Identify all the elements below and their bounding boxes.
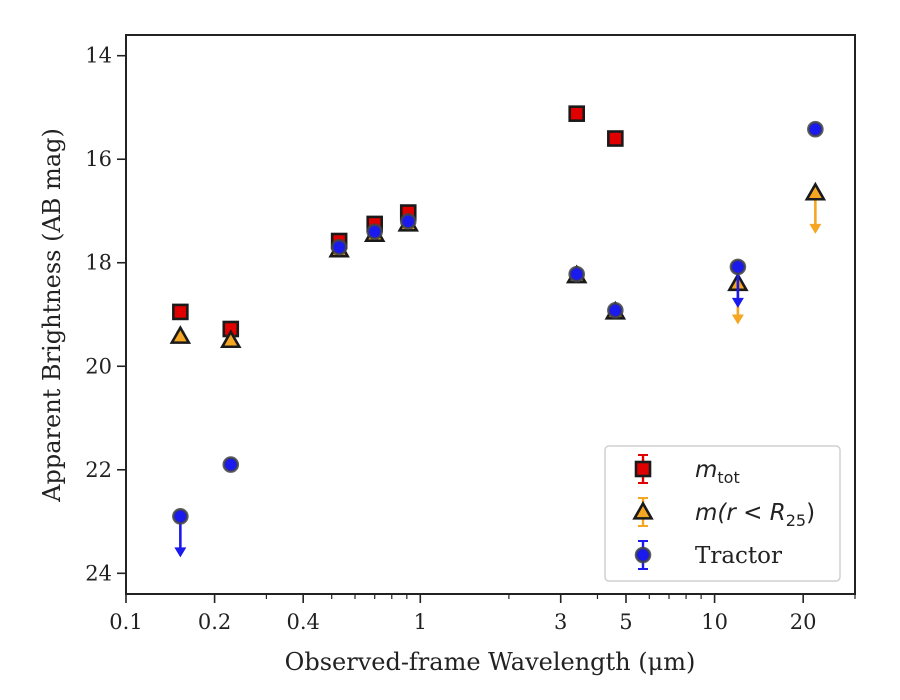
data-point-circle	[172, 508, 189, 525]
data-point-circle	[607, 302, 624, 319]
legend-marker-circle	[634, 546, 652, 564]
series-triangle	[169, 181, 827, 349]
data-point-triangle	[804, 181, 827, 201]
tick-layer: 0.1 0.2 0.4 1 3 5 10 20 14 16 18 20 22 24	[85, 44, 856, 634]
data-point-triangle	[169, 325, 192, 344]
legend-label: Tractor	[695, 543, 782, 569]
y-tick-label: 14	[85, 44, 112, 68]
x-tick-label: 0.1	[109, 610, 142, 634]
legend-entry: m(r < R25)	[632, 497, 815, 530]
upper-limit-arrow-head	[174, 547, 187, 558]
legend-marker-triangle	[632, 500, 654, 520]
series-circle	[172, 120, 824, 558]
data-point-circle	[222, 456, 240, 473]
legend-label: m(r < R25)	[695, 500, 815, 530]
data-point-circle	[399, 213, 417, 230]
plot-frame	[125, 34, 856, 595]
legend: mtot m(r < R25) Tractor	[604, 445, 841, 582]
legend-entry: Tractor	[634, 540, 782, 570]
data-point-square	[172, 303, 189, 321]
data-point-circle	[729, 258, 747, 276]
x-tick-label: 10	[701, 610, 728, 634]
series-square	[172, 105, 624, 338]
x-tick-label: 20	[790, 610, 817, 634]
y-tick-label: 22	[85, 458, 112, 482]
y-tick-label: 20	[85, 354, 112, 378]
y-tick-label: 18	[85, 251, 112, 275]
legend-label: mtot	[695, 457, 740, 487]
x-tick-label: 3	[554, 610, 567, 634]
data-point-circle	[366, 223, 384, 240]
x-tick-label: 5	[619, 610, 632, 634]
y-axis-label: Apparent Brightness (AB mag)	[38, 128, 66, 503]
data-point-circle	[568, 265, 586, 283]
upper-limit-arrow-head	[731, 314, 744, 325]
x-tick-label: 1	[414, 610, 427, 634]
upper-limit-arrow-head	[809, 223, 822, 234]
data-point-triangle	[220, 329, 242, 349]
x-tick-label: 0.2	[198, 610, 231, 634]
x-axis-label: Observed-frame Wavelength (μm)	[285, 648, 696, 676]
data-point-square	[568, 105, 586, 122]
legend-box	[604, 445, 841, 582]
y-tick-label: 24	[85, 561, 112, 585]
legend-marker-square	[634, 460, 652, 478]
upper-limit-arrow-head	[731, 297, 744, 308]
data-point-circle	[807, 120, 824, 138]
marks-layer	[169, 105, 827, 558]
legend-entry: mtot	[634, 454, 740, 487]
x-tick-label: 0.4	[286, 610, 319, 634]
data-point-square	[607, 130, 624, 147]
y-tick-label: 16	[85, 147, 112, 171]
data-point-circle	[330, 238, 348, 256]
